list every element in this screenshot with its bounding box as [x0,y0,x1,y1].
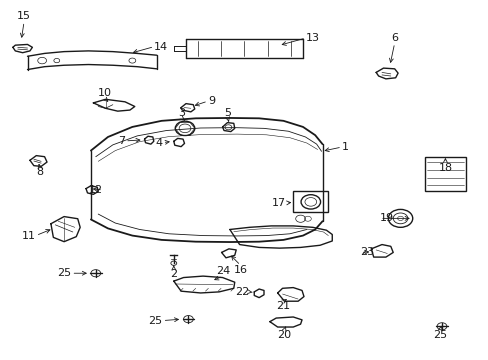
Text: 10: 10 [98,88,111,98]
Text: 4: 4 [155,138,162,148]
Text: 25: 25 [57,268,71,278]
Text: 19: 19 [379,213,393,223]
Text: 2: 2 [170,269,177,279]
Text: 25: 25 [432,330,447,340]
Text: 9: 9 [207,96,215,106]
Text: 11: 11 [22,231,36,240]
Text: 22: 22 [235,287,249,297]
Text: 5: 5 [224,108,231,118]
Bar [424,157,466,191]
Text: 1: 1 [341,142,348,152]
Text: 24: 24 [216,266,230,276]
Text: 23: 23 [360,247,374,257]
Text: 18: 18 [437,163,451,173]
Text: 16: 16 [233,265,247,275]
Bar [293,192,328,212]
Text: 20: 20 [277,330,291,340]
Text: 8: 8 [36,167,43,177]
Text: 15: 15 [17,12,31,22]
Text: 3: 3 [178,108,185,118]
Text: 21: 21 [276,301,290,311]
Text: 13: 13 [305,33,319,43]
Text: 17: 17 [271,198,285,208]
Text: 6: 6 [390,33,397,43]
Text: 25: 25 [148,316,162,325]
Text: 12: 12 [89,185,103,195]
Text: 7: 7 [118,136,125,146]
Text: 14: 14 [154,42,168,51]
